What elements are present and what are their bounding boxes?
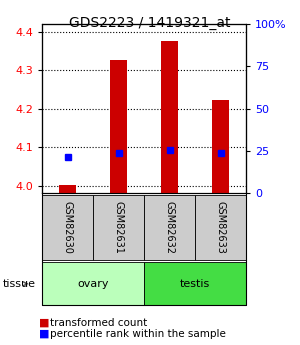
Text: ■: ■	[39, 318, 50, 327]
Bar	[160, 41, 178, 193]
Text: GSM82632: GSM82632	[164, 201, 175, 254]
Text: GDS2223 / 1419321_at: GDS2223 / 1419321_at	[69, 16, 231, 30]
Text: GSM82630: GSM82630	[62, 201, 73, 254]
Text: ovary: ovary	[77, 279, 109, 289]
Bar	[212, 100, 230, 193]
Bar	[58, 185, 76, 193]
Bar	[110, 60, 128, 193]
Text: tissue: tissue	[3, 279, 36, 289]
Text: ■: ■	[39, 329, 50, 338]
Text: transformed count: transformed count	[50, 318, 147, 327]
Text: GSM82633: GSM82633	[215, 201, 226, 254]
Text: testis: testis	[180, 279, 210, 289]
Text: percentile rank within the sample: percentile rank within the sample	[50, 329, 225, 338]
Text: GSM82631: GSM82631	[113, 201, 124, 254]
